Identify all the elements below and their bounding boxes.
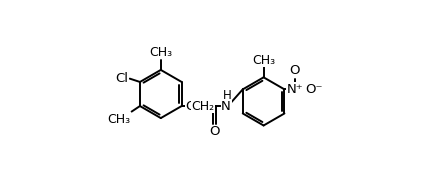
- Text: N⁺: N⁺: [286, 83, 303, 96]
- Text: CH₂: CH₂: [191, 99, 215, 113]
- Text: N: N: [221, 99, 231, 113]
- Text: O: O: [185, 99, 196, 113]
- Text: O: O: [210, 125, 220, 139]
- Text: H: H: [223, 89, 232, 102]
- Text: O: O: [290, 64, 300, 77]
- Text: Cl: Cl: [115, 72, 128, 85]
- Text: O⁻: O⁻: [305, 83, 323, 96]
- Text: CH₃: CH₃: [252, 54, 275, 67]
- Text: CH₃: CH₃: [107, 113, 131, 126]
- Text: CH₃: CH₃: [149, 46, 172, 59]
